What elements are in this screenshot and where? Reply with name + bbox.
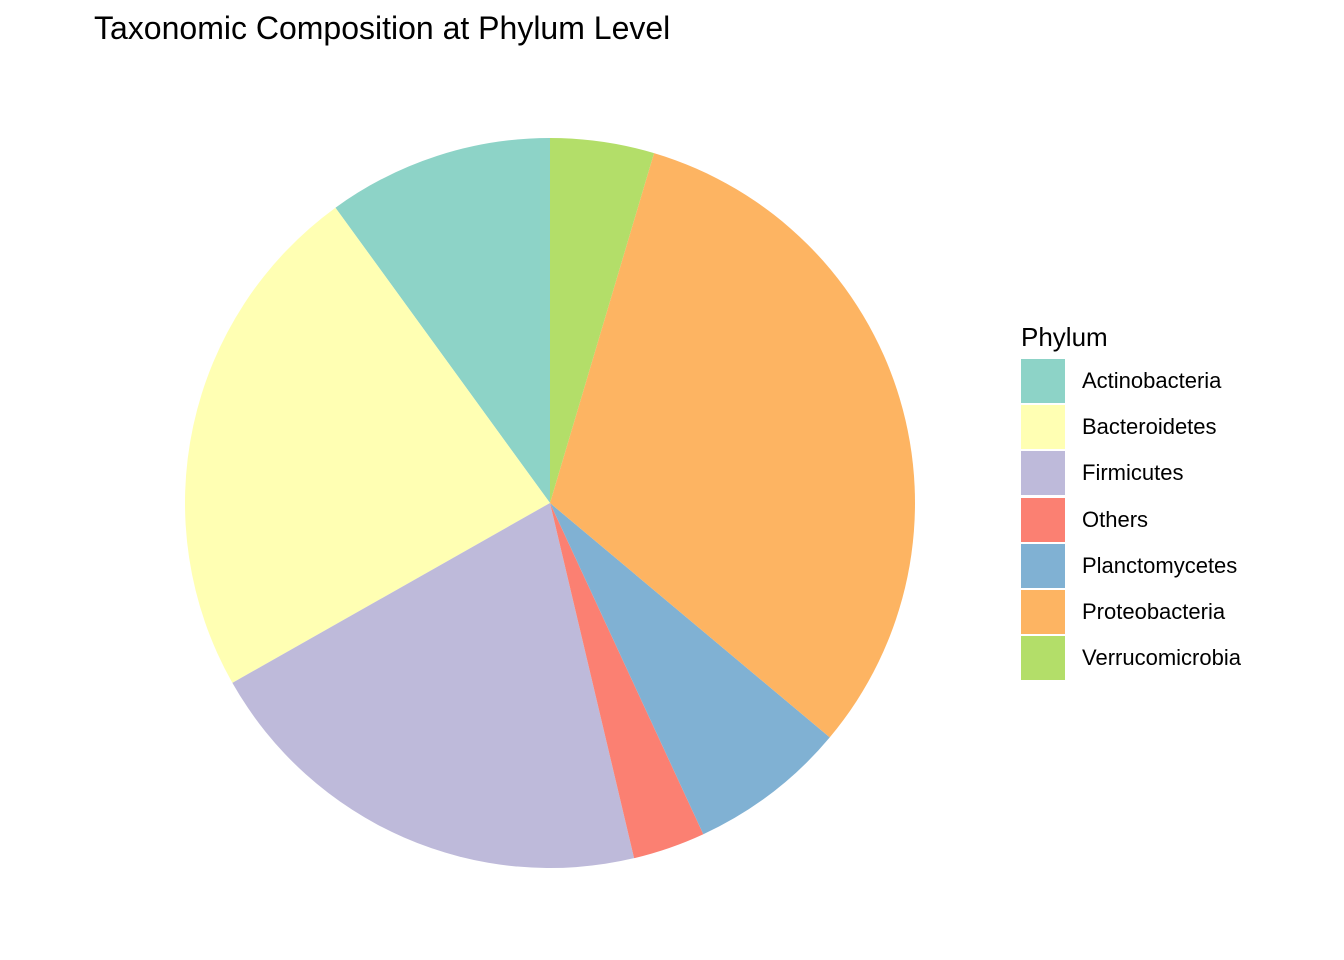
pie-slice-planctomycetes xyxy=(550,503,830,835)
pie-slice-firmicutes xyxy=(232,503,635,868)
legend-swatch xyxy=(1021,451,1065,496)
pie-slice-others xyxy=(550,503,704,859)
legend-swatch xyxy=(1021,636,1065,681)
legend-swatch xyxy=(1021,543,1065,588)
legend-title: Phylum xyxy=(1021,322,1108,352)
legend-label: Bacteroidetes xyxy=(1082,414,1217,440)
legend-swatch xyxy=(1021,590,1065,635)
legend-item-others: Others xyxy=(1021,497,1241,543)
legend-label: Planctomycetes xyxy=(1082,552,1238,578)
legend-item-verrucomicrobia: Verrucomicrobia xyxy=(1021,635,1241,681)
pie-slice-actinobacteria xyxy=(335,138,550,503)
pie-slice-bacteroidetes xyxy=(184,207,550,683)
legend-item-actinobacteria: Actinobacteria xyxy=(1021,358,1241,404)
legend-item-firmicutes: Firmicutes xyxy=(1021,450,1241,496)
legend-label: Actinobacteria xyxy=(1082,368,1222,394)
legend-item-proteobacteria: Proteobacteria xyxy=(1021,589,1241,635)
pie-slice-verrucomicrobia xyxy=(550,138,655,503)
legend-label: Others xyxy=(1082,506,1149,532)
legend-item-planctomycetes: Planctomycetes xyxy=(1021,543,1241,589)
chart-title: Taxonomic Composition at Phylum Level xyxy=(94,10,671,46)
legend-swatch xyxy=(1021,497,1065,542)
legend-items: Actinobacteria Bacteroidetes Firmicutes Oth… xyxy=(1021,358,1241,681)
pie-slice-proteobacteria xyxy=(550,153,915,738)
legend: Phylum Actinobacteria Bacteroidetes Firmic… xyxy=(1021,320,1241,681)
legend-label: Proteobacteria xyxy=(1082,599,1226,625)
legend-swatch xyxy=(1021,359,1065,404)
legend-label: Verrucomicrobia xyxy=(1082,645,1241,671)
legend-item-bacteroidetes: Bacteroidetes xyxy=(1021,404,1241,450)
legend-label: Firmicutes xyxy=(1082,460,1184,486)
legend-swatch xyxy=(1021,405,1065,450)
